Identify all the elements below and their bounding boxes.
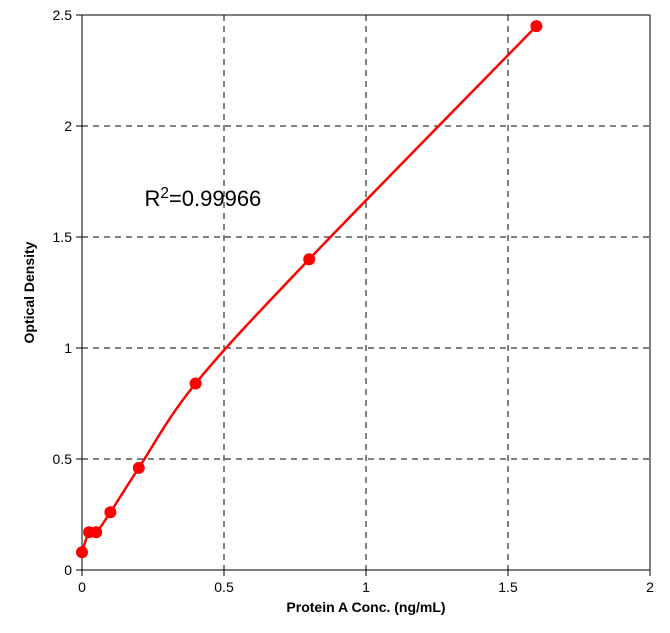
x-tick-label: 2 [646,579,654,595]
chart-bg [0,0,670,633]
x-tick-label: 1 [362,579,370,595]
data-point [531,21,542,32]
y-tick-label: 0 [64,562,72,578]
data-point [304,254,315,265]
scatter-chart: 0 0.5 1 1.5 2 0 0.5 1 1.5 2 2.5 Protein A Conc. (ng… [0,0,670,633]
data-point [91,527,102,538]
y-tick-label: 2 [64,118,72,134]
y-tick-label: 0.5 [53,451,73,467]
chart-container: 0 0.5 1 1.5 2 0 0.5 1 1.5 2 2.5 Protein A Conc. (ng… [0,0,670,633]
y-tick-label: 1.5 [53,229,73,245]
y-tick-label: 2.5 [53,7,73,23]
y-axis-label: Optical Density [21,241,37,343]
x-axis-label: Protein A Conc. (ng/mL) [286,599,445,615]
y-tick-label: 1 [64,340,72,356]
x-tick-label: 0 [78,579,86,595]
x-tick-label: 1.5 [498,579,518,595]
data-point [190,378,201,389]
x-tick-label: 0.5 [214,579,234,595]
data-point [133,462,144,473]
data-point [77,547,88,558]
data-point [105,507,116,518]
